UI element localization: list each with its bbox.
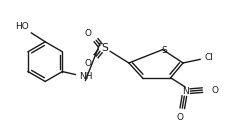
Text: S: S — [101, 43, 108, 53]
Text: N: N — [181, 87, 188, 96]
Text: O: O — [84, 59, 91, 68]
Text: O: O — [84, 29, 91, 38]
Text: Cl: Cl — [203, 53, 212, 62]
Text: HO: HO — [15, 22, 29, 31]
Text: NH: NH — [79, 72, 92, 81]
Text: O: O — [176, 113, 183, 122]
Text: O: O — [210, 86, 217, 95]
Text: S: S — [161, 46, 167, 55]
